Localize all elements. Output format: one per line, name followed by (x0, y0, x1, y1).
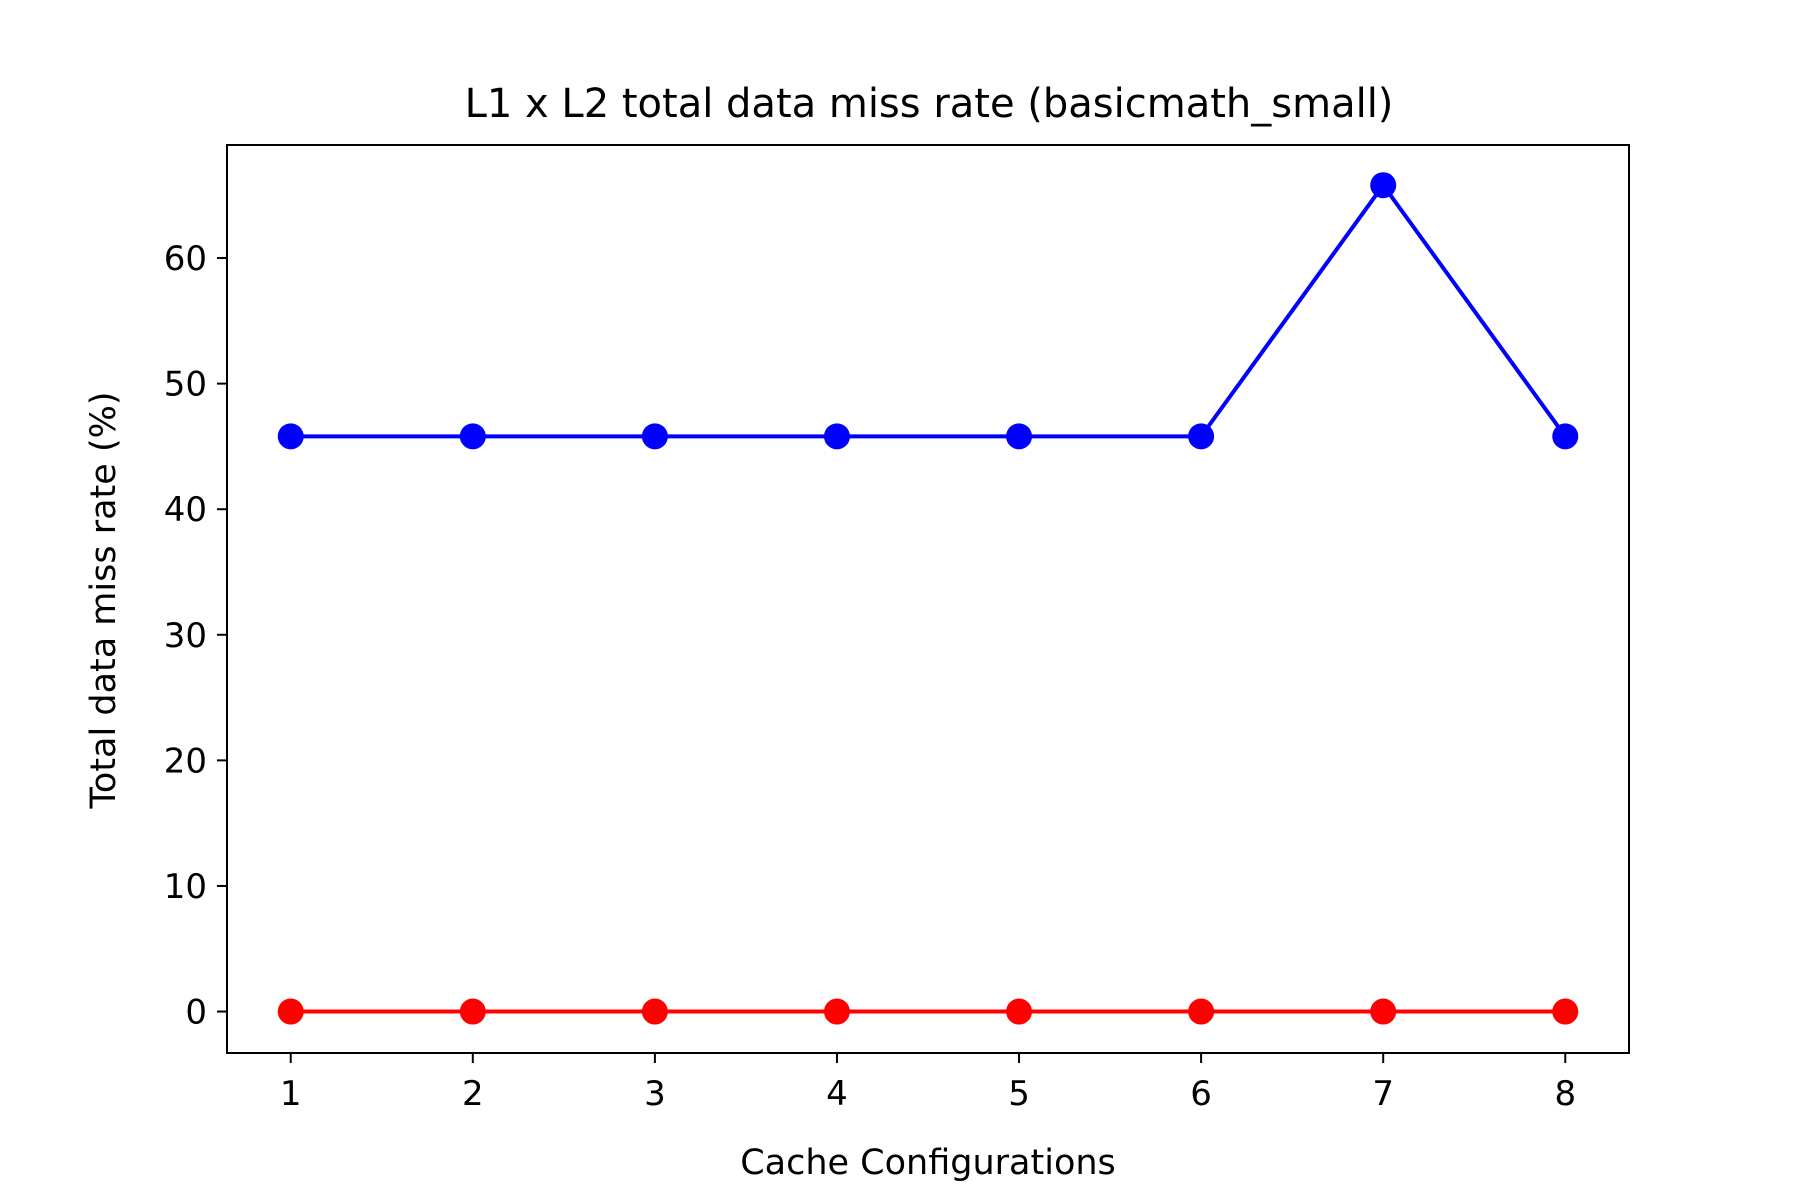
x-tick-label: 7 (1372, 1074, 1394, 1114)
x-tick-label: 3 (644, 1074, 666, 1114)
data-point (459, 998, 486, 1025)
y-axis: 0 10 20 30 40 50 60 (164, 239, 227, 1033)
data-point (641, 423, 668, 450)
data-point (1370, 172, 1397, 199)
y-tick-label: 20 (164, 741, 207, 781)
data-point (1552, 998, 1579, 1025)
y-axis-label: Total data miss rate (%) (84, 391, 124, 809)
series-2 (277, 998, 1579, 1025)
data-point (277, 998, 304, 1025)
data-point (641, 998, 668, 1025)
y-tick-label: 30 (164, 616, 207, 656)
x-tick-label: 8 (1554, 1074, 1576, 1114)
data-point (823, 423, 850, 450)
series-1 (277, 172, 1579, 450)
data-point (1188, 998, 1215, 1025)
series-line (290, 183, 1567, 439)
data-point (277, 423, 304, 450)
y-tick-label: 60 (164, 239, 207, 279)
y-tick-label: 0 (185, 993, 207, 1033)
y-tick-label: 50 (164, 365, 207, 405)
x-axis: 1 2 3 4 5 6 7 8 (280, 1053, 1576, 1114)
data-point (1006, 998, 1033, 1025)
data-point (1370, 998, 1397, 1025)
data-point (1188, 423, 1215, 450)
y-tick-label: 40 (164, 490, 207, 530)
data-point (1006, 423, 1033, 450)
x-tick-label: 2 (462, 1074, 484, 1114)
series-layer (277, 172, 1579, 1025)
data-point (823, 998, 850, 1025)
x-tick-label: 5 (1008, 1074, 1030, 1114)
plot-frame (226, 144, 1630, 1054)
data-point (1552, 423, 1579, 450)
plot-area (226, 144, 1630, 1054)
chart-title: L1 x L2 total data miss rate (basicmath_… (465, 81, 1394, 127)
x-tick-label: 4 (826, 1074, 848, 1114)
x-axis-label: Cache Configurations (740, 1143, 1116, 1183)
x-tick-label: 1 (280, 1074, 302, 1114)
x-tick-label: 6 (1190, 1074, 1212, 1114)
data-point (459, 423, 486, 450)
y-tick-label: 10 (164, 867, 207, 907)
